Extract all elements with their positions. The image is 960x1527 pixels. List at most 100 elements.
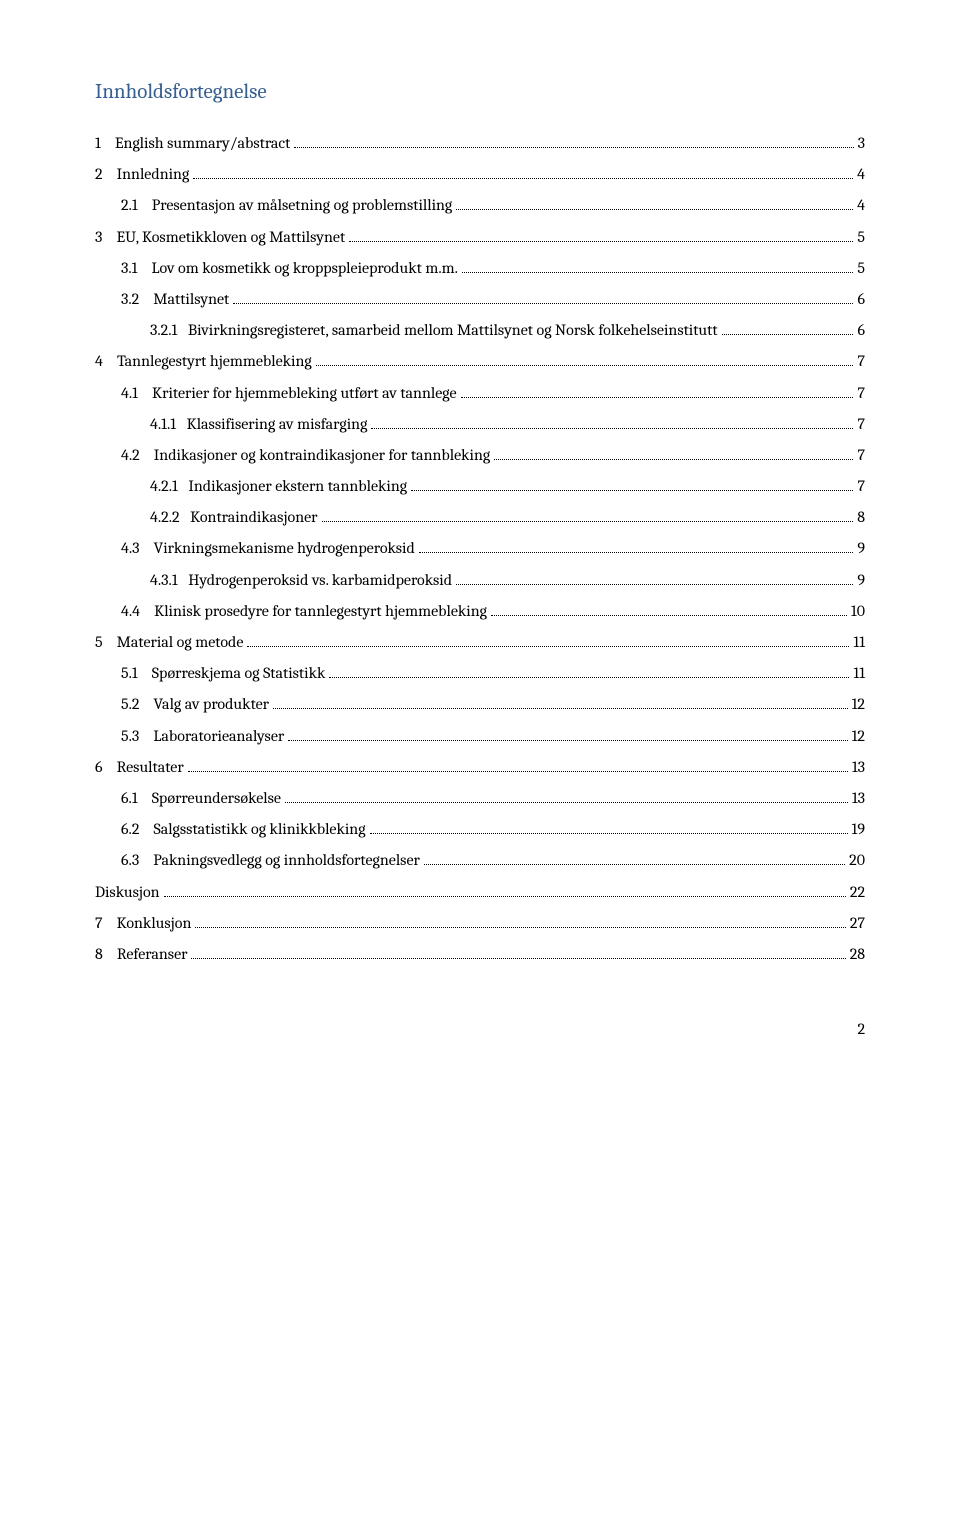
toc-entry: 3.2.1 Bivirkningsregisteret, samarbeid m…	[95, 315, 865, 346]
toc-entry-label: 8 Referanser	[95, 939, 187, 970]
toc-entry: 3.2 Mattilsynet 6	[95, 284, 865, 315]
toc-entry-page: 13	[852, 783, 865, 814]
toc-entry-page: 7	[857, 409, 865, 440]
toc-dots	[411, 490, 853, 491]
toc-entry-page: 12	[852, 689, 865, 720]
toc-entry: 4.3 Virkningsmekanisme hydrogenperoksid 9	[95, 533, 865, 564]
toc-entry: 5 Material og metode 11	[95, 627, 865, 658]
toc-dots	[188, 771, 848, 772]
toc-entry-label: 4.2 Indikasjoner og kontraindikasjoner f…	[121, 440, 490, 471]
toc-dots	[285, 802, 848, 803]
toc-entry-label: Diskusjon	[95, 877, 160, 908]
toc-entry-page: 19	[852, 814, 865, 845]
toc-entry-page: 6	[857, 284, 865, 315]
toc-entry: 5.2 Valg av produkter 12	[95, 689, 865, 720]
toc-entry: 2.1 Presentasjon av målsetning og proble…	[95, 190, 865, 221]
toc-dots	[370, 833, 848, 834]
toc-entry-page: 5	[857, 222, 865, 253]
toc-dots	[195, 927, 846, 928]
toc-entry: 6.1 Spørreundersøkelse 13	[95, 783, 865, 814]
toc-entry-label: 2 Innledning	[95, 159, 189, 190]
toc-entry-page: 7	[857, 378, 865, 409]
toc-entry-page: 11	[853, 627, 865, 658]
toc-entry-page: 20	[849, 845, 865, 876]
toc-entry-label: 1 English summary/abstract	[95, 128, 290, 159]
toc-dots	[424, 864, 845, 865]
toc-entry: 6 Resultater 13	[95, 752, 865, 783]
toc-entry-page: 6	[857, 315, 865, 346]
toc-entry-label: 4.4 Klinisk prosedyre for tannlegestyrt …	[121, 596, 487, 627]
toc-entry-label: 5.3 Laboratorieanalyser	[121, 721, 284, 752]
toc-entry-label: 4.2.1 Indikasjoner ekstern tannbleking	[150, 471, 407, 502]
toc-dots	[371, 428, 853, 429]
toc-entry-label: 7 Konklusjon	[95, 908, 191, 939]
toc-entry: 4.3.1 Hydrogenperoksid vs. karbamidperok…	[95, 565, 865, 596]
toc-entry-label: 4.3 Virkningsmekanisme hydrogenperoksid	[121, 533, 415, 564]
toc-entry-page: 5	[857, 253, 865, 284]
toc-entry-label: 6.2 Salgsstatistikk og klinikkbleking	[121, 814, 366, 845]
toc-entry: 4 Tannlegestyrt hjemmebleking 7	[95, 346, 865, 377]
toc-entry-page: 7	[857, 346, 865, 377]
toc-dots	[329, 677, 849, 678]
toc-entry-label: 3.2 Mattilsynet	[121, 284, 229, 315]
toc-entry-label: 2.1 Presentasjon av målsetning og proble…	[121, 190, 452, 221]
toc-entry-page: 22	[850, 877, 865, 908]
toc-dots	[462, 272, 853, 273]
toc-dots	[273, 708, 848, 709]
toc-entry-label: 4.1.1 Klassifisering av misfarging	[150, 409, 367, 440]
toc-entry-label: 6 Resultater	[95, 752, 184, 783]
toc-dots	[164, 896, 846, 897]
toc-entry: 7 Konklusjon 27	[95, 908, 865, 939]
toc-entry-label: 3 EU, Kosmetikkloven og Mattilsynet	[95, 222, 345, 253]
toc-dots	[494, 459, 853, 460]
toc-entry-label: 5 Material og metode	[95, 627, 243, 658]
toc-entry-page: 9	[857, 533, 865, 564]
toc-entry-page: 4	[857, 190, 865, 221]
toc-entry: Diskusjon 22	[95, 877, 865, 908]
toc-dots	[419, 552, 854, 553]
toc-entry: 2 Innledning 4	[95, 159, 865, 190]
toc-entry: 4.2.2 Kontraindikasjoner 8	[95, 502, 865, 533]
toc-entry-page: 12	[852, 721, 865, 752]
toc-dots	[456, 209, 853, 210]
toc-entry-page: 28	[850, 939, 865, 970]
toc-entry-page: 27	[850, 908, 865, 939]
toc-entry-page: 13	[852, 752, 865, 783]
toc-entry-page: 4	[857, 159, 865, 190]
toc-dots	[491, 615, 847, 616]
toc-entry: 4.2.1 Indikasjoner ekstern tannbleking 7	[95, 471, 865, 502]
toc-entry-label: 4 Tannlegestyrt hjemmebleking	[95, 346, 312, 377]
toc-dots	[247, 646, 849, 647]
toc-dots	[288, 740, 847, 741]
toc-entry-page: 10	[851, 596, 865, 627]
toc-entry-label: 6.1 Spørreundersøkelse	[121, 783, 281, 814]
toc-entry-label: 3.2.1 Bivirkningsregisteret, samarbeid m…	[150, 315, 718, 346]
toc-entry-page: 8	[857, 502, 865, 533]
toc-entry-label: 4.3.1 Hydrogenperoksid vs. karbamidperok…	[150, 565, 452, 596]
toc-dots	[349, 241, 853, 242]
toc-entry-page: 3	[858, 128, 865, 159]
toc-title: Innholdsfortegnelse	[95, 80, 865, 104]
toc-entry-page: 7	[857, 440, 865, 471]
toc-entry-label: 5.2 Valg av produkter	[121, 689, 269, 720]
toc-entry-page: 7	[857, 471, 865, 502]
toc-dots	[191, 958, 845, 959]
toc-dots	[461, 397, 854, 398]
toc-entry: 6.3 Pakningsvedlegg og innholdsfortegnel…	[95, 845, 865, 876]
toc-entry: 3 EU, Kosmetikkloven og Mattilsynet 5	[95, 222, 865, 253]
toc-entry-label: 5.1 Spørreskjema og Statistikk	[121, 658, 325, 689]
toc-entry: 1 English summary/abstract 3	[95, 128, 865, 159]
toc-entry: 4.2 Indikasjoner og kontraindikasjoner f…	[95, 440, 865, 471]
toc-dots	[316, 365, 854, 366]
toc-list: 1 English summary/abstract 3 2 Innledning 4…	[95, 128, 865, 970]
toc-entry-label: 3.1 Lov om kosmetikk og kroppspleieprodu…	[121, 253, 458, 284]
toc-entry: 3.1 Lov om kosmetikk og kroppspleieprodu…	[95, 253, 865, 284]
toc-entry-label: 6.3 Pakningsvedlegg og innholdsfortegnel…	[121, 845, 420, 876]
toc-entry: 5.3 Laboratorieanalyser 12	[95, 721, 865, 752]
page-number: 2	[95, 1020, 865, 1038]
toc-entry-label: 4.1 Kriterier for hjemmebleking utført a…	[121, 378, 457, 409]
toc-entry-page: 9	[857, 565, 865, 596]
toc-dots	[294, 147, 853, 148]
toc-entry-label: 4.2.2 Kontraindikasjoner	[150, 502, 318, 533]
toc-entry-page: 11	[853, 658, 865, 689]
